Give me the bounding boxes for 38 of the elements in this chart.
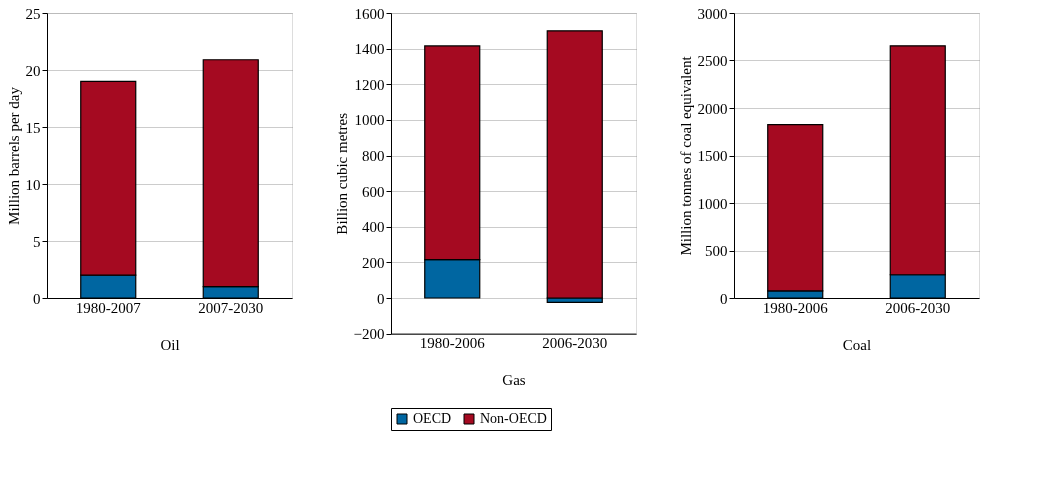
y-tick-label: 1000	[354, 112, 385, 129]
y-tick-label: 600	[362, 183, 385, 200]
x-axis-title: Gas	[502, 372, 526, 389]
y-axis-title: Million barrels per day	[5, 86, 22, 225]
y-tick-label: 10	[25, 176, 41, 193]
y-tick-label: 400	[362, 219, 385, 236]
legend-label: OECD	[413, 411, 452, 426]
x-tick-label: 2006-2030	[542, 335, 608, 352]
y-axis-title: Billion cubic metres	[333, 112, 350, 235]
legend-label: Non-OECD	[480, 411, 547, 426]
y-axis-title: Million tonnes of coal equivalent	[677, 55, 694, 256]
y-tick-label: 2000	[697, 100, 728, 117]
y-tick-label: −200	[353, 326, 385, 343]
x-axis-title: Coal	[842, 336, 872, 353]
y-tick-label: 200	[362, 254, 385, 271]
y-tick-label: 800	[362, 148, 385, 164]
x-tick-label: 2007-2030	[198, 299, 264, 316]
x-axis-title: Oil	[160, 336, 180, 353]
x-tick-label: 1980-2006	[419, 335, 486, 352]
x-tick-label: 1980-2006	[762, 299, 829, 316]
y-tick-label: 1000	[697, 195, 728, 212]
y-tick-label: 20	[25, 62, 41, 79]
y-tick-label: 0	[720, 290, 728, 307]
y-tick-label: 3000	[697, 5, 728, 22]
y-tick-label: 1500	[697, 148, 728, 164]
x-tick-label: 2006-2030	[885, 299, 951, 316]
y-tick-label: 15	[25, 119, 41, 136]
y-tick-label: 2500	[697, 53, 728, 69]
y-tick-label: 0	[377, 290, 385, 307]
y-tick-label: 1400	[354, 41, 385, 58]
y-tick-label: 5	[33, 233, 41, 250]
x-tick-label: 1980-2007	[75, 299, 142, 316]
bar	[546, 30, 603, 299]
y-tick-label: 0	[33, 290, 41, 307]
y-tick-label: 500	[705, 243, 728, 259]
y-tick-label: 25	[25, 5, 41, 22]
y-tick-label: 1200	[354, 76, 385, 93]
y-tick-label: 1600	[354, 5, 385, 22]
